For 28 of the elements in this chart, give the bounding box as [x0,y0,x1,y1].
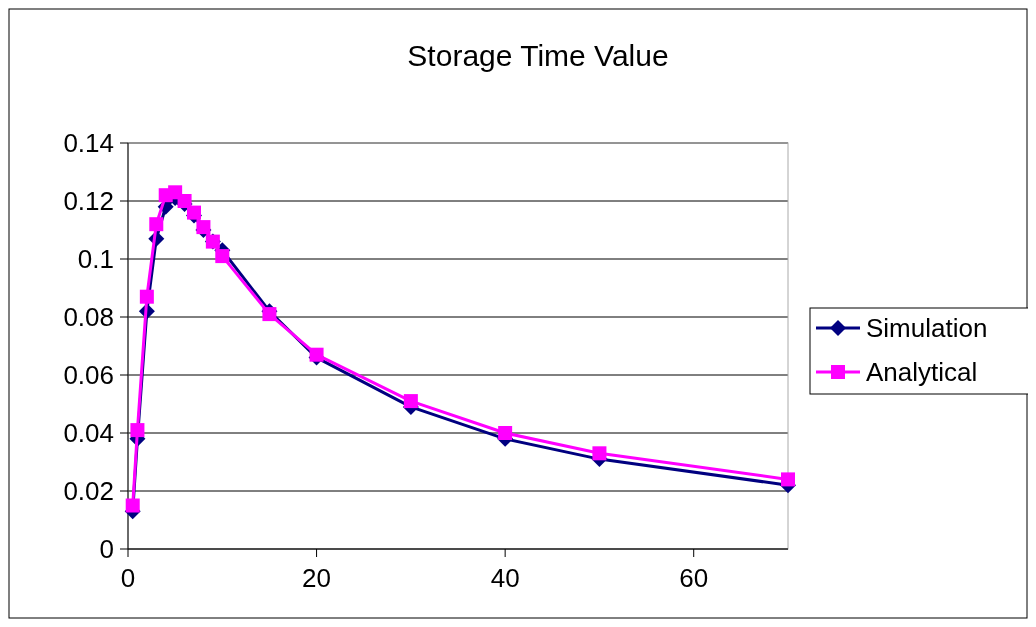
y-tick-label: 0.14 [63,128,114,159]
y-tick-label: 0 [99,534,114,565]
point [403,394,418,409]
x-tick-label: 20 [302,563,332,593]
y-tick-label: 0.02 [63,476,114,507]
point [592,446,607,461]
point [498,426,513,440]
legend-label: Simulation [866,313,988,344]
point [177,194,192,208]
point [262,307,277,322]
point [139,289,154,304]
y-tick-label: 0.1 [77,244,114,275]
x-tick-label: 60 [679,563,709,593]
point [125,498,140,513]
point [309,347,324,362]
y-tick-label: 0.06 [63,360,114,391]
y-tick-label: 0.08 [63,302,114,333]
y-tick-label: 0.12 [63,186,114,217]
y-tick-label: 0.04 [63,418,114,449]
point [215,249,230,264]
point [149,217,164,232]
point [130,423,145,438]
chart-title: Storage Time Value [407,39,669,72]
point [781,472,795,487]
point [187,205,201,220]
legend-label: Analytical [866,357,978,388]
x-tick-label: 40 [490,563,520,593]
x-tick-label: 0 [120,563,136,593]
